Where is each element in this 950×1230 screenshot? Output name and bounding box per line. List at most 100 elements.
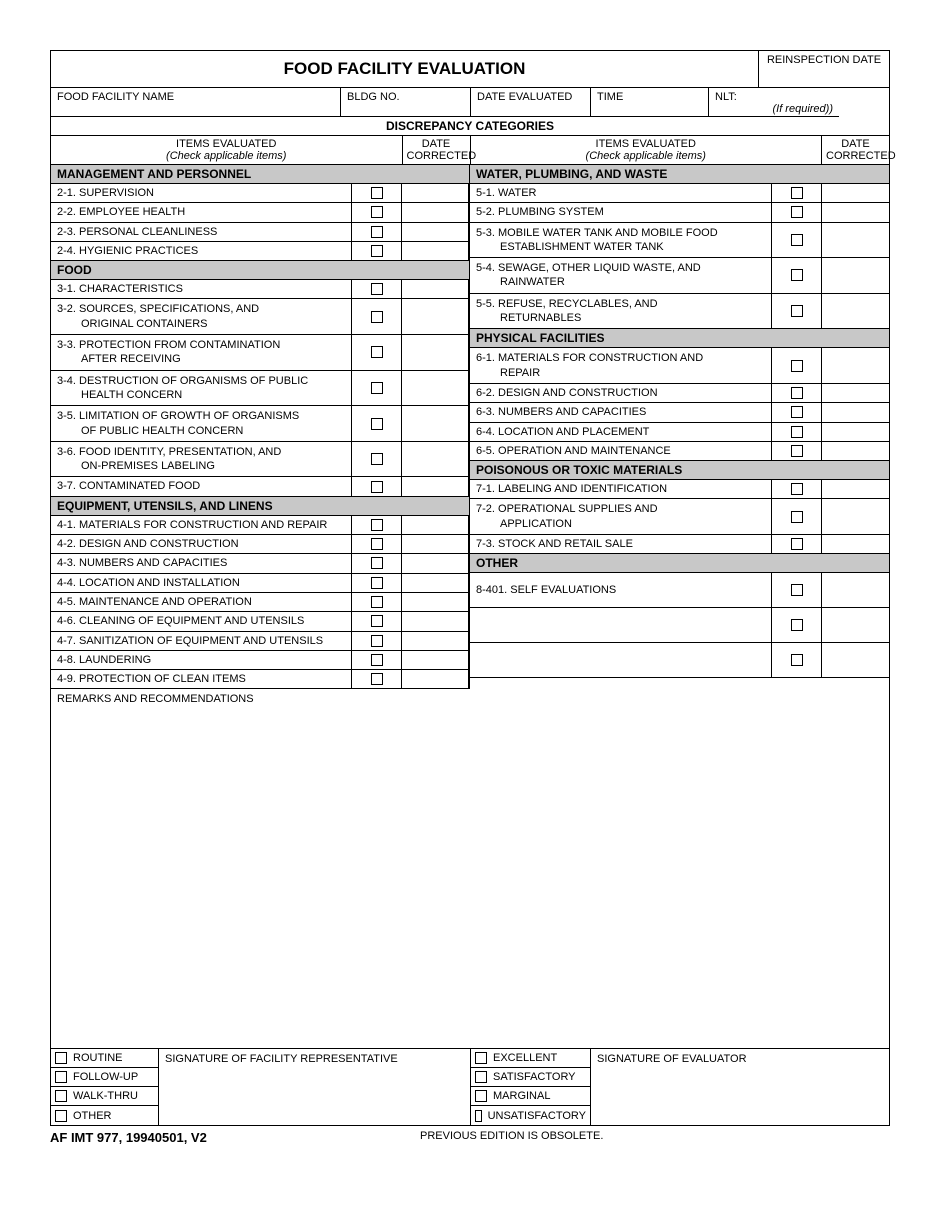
inspection-types: ROUTINEFOLLOW-UPWALK-THRUOTHER [51,1049,159,1125]
date-corrected-cell[interactable] [822,223,888,258]
item-checkbox[interactable] [772,480,822,498]
date-corrected-cell[interactable] [402,477,469,495]
date-corrected-cell[interactable] [822,184,888,202]
item-checkbox[interactable] [352,651,402,669]
item-checkbox[interactable] [352,670,402,688]
item-checkbox[interactable] [352,223,402,241]
item-checkbox[interactable] [352,442,402,477]
date-corrected-cell[interactable] [822,499,888,534]
item-checkbox[interactable] [772,294,822,329]
date-corrected-cell[interactable] [822,442,888,460]
date-corrected-cell[interactable] [402,242,469,260]
item-checkbox[interactable] [772,258,822,293]
item-checkbox[interactable] [772,223,822,258]
inspection-type-option[interactable]: OTHER [51,1106,158,1125]
date-corrected-cell[interactable] [822,573,888,607]
item-checkbox[interactable] [352,574,402,592]
date-corrected-cell[interactable] [402,574,469,592]
date-corrected-cell[interactable] [822,294,888,329]
inspection-type-option[interactable]: ROUTINE [51,1049,158,1068]
date-corrected-cell[interactable] [822,535,888,553]
item-checkbox[interactable] [352,184,402,202]
date-corrected-cell[interactable] [402,335,469,370]
col-items-right: ITEMS EVALUATED(Check applicable items) [471,136,823,165]
date-corrected-cell[interactable] [822,423,888,441]
date-corrected-cell[interactable] [402,203,469,221]
date-corrected-cell[interactable] [822,348,888,383]
item-checkbox[interactable] [772,384,822,402]
rating-option[interactable]: EXCELLENT [471,1049,590,1068]
date-corrected-cell[interactable] [402,670,469,688]
rating-option[interactable]: UNSATISFACTORY [471,1106,590,1125]
date-corrected-cell[interactable] [822,643,888,677]
evaluation-form: FOOD FACILITY EVALUATION REINSPECTION DA… [50,50,890,1126]
remarks-section[interactable]: REMARKS AND RECOMMENDATIONS [51,689,889,1049]
item-checkbox[interactable] [352,612,402,630]
evaluation-item: 2-1. SUPERVISION [51,184,469,203]
evaluation-item: 6-2. DESIGN AND CONSTRUCTION [470,384,889,403]
sig-eval-label[interactable]: SIGNATURE OF EVALUATOR [591,1049,889,1125]
item-label: 7-1. LABELING AND IDENTIFICATION [470,480,772,498]
nlt-cell[interactable]: NLT: (If required)) [709,88,839,117]
item-label: 6-2. DESIGN AND CONSTRUCTION [470,384,772,402]
item-checkbox[interactable] [352,371,402,406]
item-checkbox[interactable] [352,280,402,298]
date-corrected-cell[interactable] [402,554,469,572]
section-header: WATER, PLUMBING, AND WASTE [470,165,889,184]
bldg-no-label[interactable]: BLDG NO. [341,88,471,117]
rating-option[interactable]: MARGINAL [471,1087,590,1106]
date-corrected-cell[interactable] [402,223,469,241]
date-corrected-cell[interactable] [822,403,888,421]
evaluation-item: 4-3. NUMBERS AND CAPACITIES [51,554,469,573]
item-checkbox[interactable] [772,203,822,221]
sig-rep-label[interactable]: SIGNATURE OF FACILITY REPRESENTATIVE [159,1049,471,1125]
inspection-type-option[interactable]: FOLLOW-UP [51,1068,158,1087]
rating-option[interactable]: SATISFACTORY [471,1068,590,1087]
item-checkbox[interactable] [772,573,822,607]
date-corrected-cell[interactable] [402,184,469,202]
inspection-type-option[interactable]: WALK-THRU [51,1087,158,1106]
date-corrected-cell[interactable] [402,651,469,669]
date-corrected-cell[interactable] [402,516,469,534]
date-corrected-cell[interactable] [402,406,469,441]
date-corrected-cell[interactable] [822,258,888,293]
item-checkbox[interactable] [772,499,822,534]
date-corrected-cell[interactable] [822,608,888,642]
date-corrected-cell[interactable] [402,593,469,611]
date-corrected-cell[interactable] [822,480,888,498]
item-checkbox[interactable] [772,423,822,441]
date-corrected-cell[interactable] [822,384,888,402]
date-corrected-cell[interactable] [402,612,469,630]
date-corrected-cell[interactable] [402,442,469,477]
item-label: 4-5. MAINTENANCE AND OPERATION [51,593,352,611]
item-checkbox[interactable] [772,348,822,383]
item-checkbox[interactable] [352,554,402,572]
item-checkbox[interactable] [352,203,402,221]
date-corrected-cell[interactable] [402,632,469,650]
item-checkbox[interactable] [352,632,402,650]
item-checkbox[interactable] [352,516,402,534]
date-corrected-cell[interactable] [822,203,888,221]
date-corrected-cell[interactable] [402,535,469,553]
evaluation-item: 7-3. STOCK AND RETAIL SALE [470,535,889,554]
item-checkbox[interactable] [352,406,402,441]
item-checkbox[interactable] [352,535,402,553]
facility-name-label[interactable]: FOOD FACILITY NAME [51,88,341,117]
item-checkbox[interactable] [772,643,822,677]
date-corrected-cell[interactable] [402,280,469,298]
date-corrected-cell[interactable] [402,299,469,334]
item-checkbox[interactable] [352,242,402,260]
item-checkbox[interactable] [772,403,822,421]
item-checkbox[interactable] [772,184,822,202]
item-checkbox[interactable] [772,535,822,553]
date-corrected-cell[interactable] [402,371,469,406]
date-evaluated-label[interactable]: DATE EVALUATED [471,88,591,117]
item-checkbox[interactable] [352,335,402,370]
item-checkbox[interactable] [772,442,822,460]
item-label: 8-401. SELF EVALUATIONS [470,573,772,607]
item-checkbox[interactable] [352,299,402,334]
item-checkbox[interactable] [772,608,822,642]
item-checkbox[interactable] [352,477,402,495]
time-label[interactable]: TIME [591,88,709,117]
item-checkbox[interactable] [352,593,402,611]
